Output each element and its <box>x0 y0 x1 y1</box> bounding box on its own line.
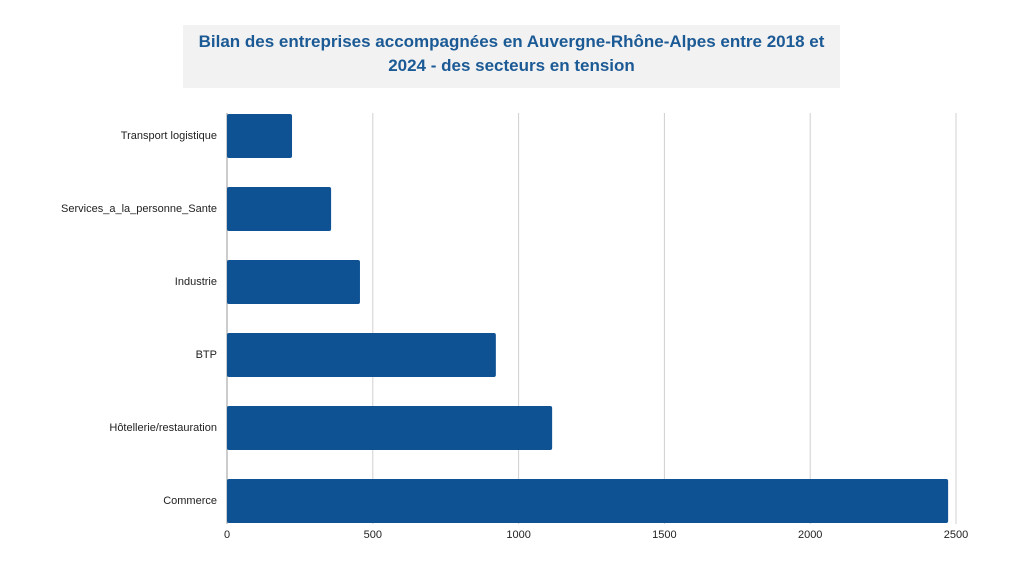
chart-title: Bilan des entreprises accompagnées en Au… <box>183 25 840 88</box>
bar <box>227 114 293 158</box>
y-tick-label: Industrie <box>175 276 217 288</box>
y-tick-label: Commerce <box>163 495 217 507</box>
bar <box>227 260 360 304</box>
x-tick-label: 500 <box>364 529 382 541</box>
y-tick-label: Transport logistique <box>121 130 217 142</box>
y-tick-label: BTP <box>196 349 217 361</box>
bar <box>227 479 949 523</box>
bar <box>227 406 553 450</box>
x-tick-label: 1500 <box>652 529 676 541</box>
x-tick-label: 1000 <box>506 529 530 541</box>
bar <box>227 333 496 377</box>
x-tick-label: 2000 <box>798 529 822 541</box>
y-tick-label: Hôtellerie/restauration <box>109 422 217 434</box>
y-tick-label: Services_a_la_personne_Sante <box>61 203 217 215</box>
bar <box>227 187 332 231</box>
x-tick-label: 0 <box>224 529 230 541</box>
x-tick-label: 2500 <box>944 529 968 541</box>
